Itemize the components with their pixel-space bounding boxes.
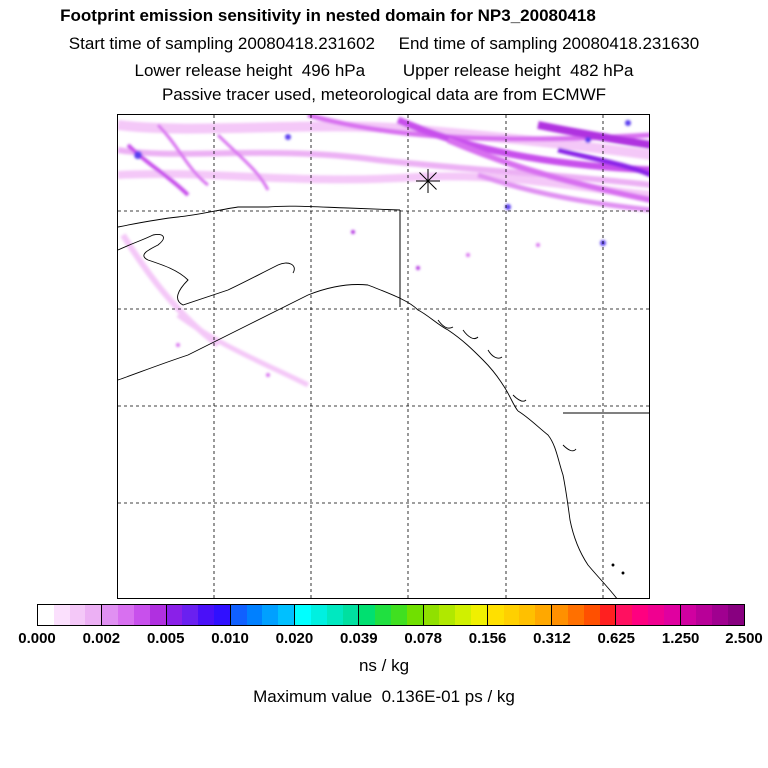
colorbar-tick-label: 0.010 <box>211 630 249 647</box>
colorbar-segment <box>166 605 231 625</box>
colorbar-tick-label: 1.250 <box>661 630 700 647</box>
colorbar-swatch <box>487 605 504 625</box>
colorbar-tick-label: 0.078 <box>404 630 442 647</box>
colorbar-swatch <box>295 605 311 625</box>
colorbar-swatch <box>632 605 649 625</box>
colorbar-segment <box>295 605 360 625</box>
footprint-plume <box>118 115 649 388</box>
footprint-map <box>117 114 650 599</box>
tracer-info-line: Passive tracer used, meteorological data… <box>161 85 607 104</box>
colorbar-swatch <box>648 605 664 625</box>
colorbar-swatch <box>85 605 102 625</box>
colorbar-swatch <box>471 605 487 625</box>
sampling-time-line: Start time of sampling 20080418.231602 E… <box>68 34 700 53</box>
colorbar-swatch <box>133 605 150 625</box>
colorbar-segment <box>230 605 296 625</box>
colorbar-swatch <box>439 605 456 625</box>
colorbar-swatch <box>423 605 440 625</box>
colorbar-swatch <box>696 605 713 625</box>
release-point-marker <box>416 169 440 193</box>
colorbar-swatch <box>583 605 600 625</box>
colorbar-swatch <box>375 605 391 625</box>
maximum-value-label: Maximum value 0.136E-01 ps / kg <box>253 687 515 706</box>
colorbar-swatch <box>38 605 54 625</box>
colorbar-swatch <box>390 605 407 625</box>
colorbar-swatch <box>359 605 376 625</box>
colorbar-swatch <box>53 605 70 625</box>
colorbar-swatch <box>552 605 568 625</box>
colorbar-tick-label: 2.500 <box>725 630 763 647</box>
colorbar-swatch <box>230 605 247 625</box>
colorbar-ticks: 0.000 0.002 0.005 0.010 0.020 0.039 0.078 0.156… <box>0 630 768 650</box>
colorbar-swatch <box>519 605 536 625</box>
colorbar-swatch <box>198 605 214 625</box>
colorbar-swatch <box>69 605 86 625</box>
colorbar-swatch <box>728 605 744 625</box>
colorbar-swatch <box>213 605 230 625</box>
colorbar-swatch <box>406 605 423 625</box>
colorbar-swatch <box>503 605 520 625</box>
colorbar-swatch <box>182 605 199 625</box>
colorbar-swatch <box>680 605 697 625</box>
colorbar-swatch <box>342 605 359 625</box>
graticule <box>118 115 649 598</box>
colorbar-segment <box>616 605 681 625</box>
figure-title: Footprint emission sensitivity in nested… <box>60 6 596 25</box>
colorbar-segment <box>359 605 424 625</box>
colorbar-tick-label: 0.002 <box>82 630 121 647</box>
colorbar-segment <box>38 605 103 625</box>
coastline <box>118 205 649 598</box>
colorbar-swatch <box>663 605 680 625</box>
colorbar-tick-label: 0.156 <box>468 630 507 647</box>
colorbar <box>37 604 745 626</box>
colorbar-swatch <box>102 605 119 625</box>
colorbar-segment <box>423 605 488 625</box>
colorbar-tick-label: 0.020 <box>275 630 314 647</box>
colorbar-tick-label: 0.005 <box>146 630 185 647</box>
colorbar-tick-label: 0.312 <box>533 630 571 647</box>
colorbar-segment <box>552 605 617 625</box>
colorbar-tick-label: 0.039 <box>340 630 378 647</box>
colorbar-swatch <box>712 605 729 625</box>
colorbar-swatch <box>246 605 263 625</box>
colorbar-tick-label: 0.625 <box>597 630 636 647</box>
colorbar-swatch <box>278 605 295 625</box>
colorbar-swatch <box>166 605 183 625</box>
colorbar-segment <box>487 605 553 625</box>
colorbar-swatch <box>599 605 616 625</box>
colorbar-swatch <box>535 605 552 625</box>
colorbar-segment <box>680 605 744 625</box>
colorbar-segment <box>102 605 167 625</box>
colorbar-swatch <box>616 605 633 625</box>
colorbar-swatch <box>262 605 279 625</box>
colorbar-units: ns / kg <box>358 656 410 675</box>
colorbar-tick-label: 0.000 <box>18 630 56 647</box>
map-canvas <box>118 115 649 598</box>
colorbar-swatch <box>567 605 584 625</box>
colorbar-swatch <box>310 605 327 625</box>
colorbar-swatch <box>149 605 166 625</box>
colorbar-swatch <box>455 605 472 625</box>
release-height-line: Lower release height 496 hPa Upper relea… <box>134 61 634 80</box>
colorbar-swatch <box>326 605 343 625</box>
colorbar-swatch <box>118 605 134 625</box>
